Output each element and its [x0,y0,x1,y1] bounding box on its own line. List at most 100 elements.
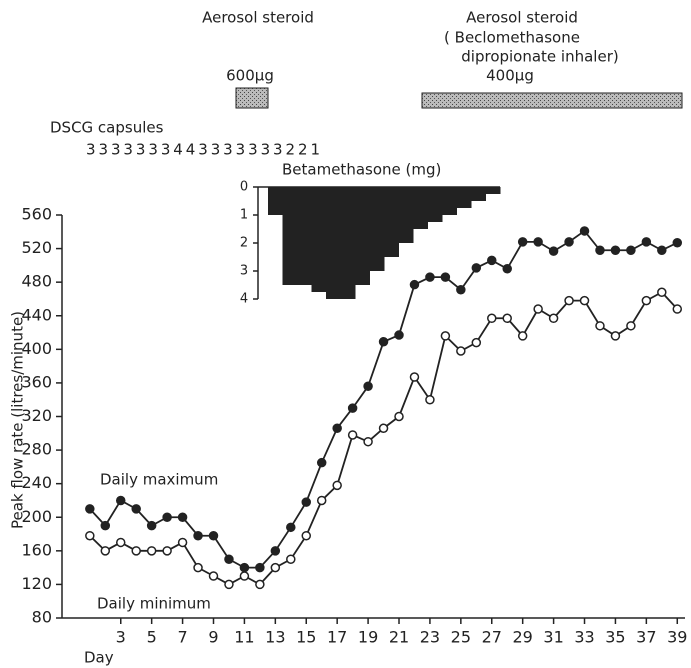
x-tick-label: 17 [327,628,347,647]
data-point [177,512,188,522]
data-point [177,537,188,548]
inset-tick-label: 1 [240,208,248,223]
data-point [286,522,296,533]
aerosol-bar [421,92,683,109]
data-point [548,246,559,256]
data-point [332,423,342,434]
x-tick-label: 39 [667,628,687,647]
x-tick-label: 5 [147,628,157,647]
x-tick-label: 13 [265,628,285,647]
data-point [626,245,636,256]
data-point [131,504,141,514]
data-point [471,263,482,273]
data-point [533,237,543,247]
annotation: Aerosol steroid [202,9,314,27]
data-point [270,546,281,556]
data-point [100,546,111,556]
x-tick-label: 27 [482,628,502,647]
y-tick-label: 360 [21,372,52,391]
data-point [162,546,172,556]
inset-bar [471,187,486,201]
y-axis-label: Peak flow rate (litres/minute) [9,311,27,529]
data-point [146,546,157,556]
y-tick-label: 240 [21,473,52,492]
data-point [193,562,203,573]
x-tick-label: 9 [208,628,218,647]
data-point [255,579,265,590]
x-tick-label: 35 [605,628,625,647]
data-point [440,331,451,341]
data-point [270,562,281,573]
data-point [517,237,528,247]
data-point [595,245,605,256]
data-point [347,403,358,413]
data-point [409,372,420,382]
data-point [239,562,250,573]
data-point [316,457,327,468]
data-point [208,530,219,541]
data-point [409,279,420,290]
x-tick-label: 25 [451,628,471,647]
annotation: DSCG capsules [50,119,164,137]
x-tick-label: 21 [389,628,409,647]
y-tick-label: 320 [21,406,52,425]
data-point [456,346,466,356]
y-tick-label: 480 [21,272,52,291]
data-point [502,263,512,274]
data-point [641,295,652,306]
data-point [657,287,667,297]
data-point [579,295,590,306]
y-tick-label: 520 [21,238,52,257]
y-tick-label: 120 [21,574,52,593]
data-point [115,537,126,548]
data-point [316,495,327,506]
y-tick-label: 160 [21,540,52,559]
y-tick-label: 400 [21,339,52,358]
data-point [378,423,389,434]
annotation: Aerosol steroid [466,9,578,27]
y-tick-label: 560 [21,205,52,224]
legend-label: Daily minimum [97,595,211,613]
x-tick-label: 15 [296,628,316,647]
aerosol-bar [235,87,269,109]
inset-bar [282,187,298,285]
data-point [440,272,451,282]
inset-bar [268,187,283,215]
x-axis-label: Day [84,649,114,667]
data-point [363,381,373,392]
data-point [301,530,312,541]
inset-bar [369,187,385,271]
data-point [255,562,265,573]
data-point [579,226,590,236]
data-point [162,512,172,522]
x-tick-label: 33 [574,628,594,647]
data-point [657,245,667,256]
data-point [224,554,234,564]
data-point [564,237,574,247]
data-point [487,313,497,324]
inset-tick-label: 2 [240,236,248,251]
y-tick-label: 280 [21,440,52,459]
inset-bar [413,187,428,229]
data-point [517,331,528,341]
data-point [533,304,543,314]
y-tick-label: 80 [32,608,52,627]
inset-bar [456,187,472,208]
annotation: dipropionate inhaler) [461,48,618,66]
x-tick-label: 37 [636,628,656,647]
inset-bar [297,187,312,285]
x-tick-label: 3 [116,628,126,647]
inset-bar [355,187,370,285]
data-point [641,237,652,247]
data-point [564,295,574,306]
data-point [115,495,126,506]
data-point [208,571,219,581]
inset-bar [427,187,443,222]
annotation: 400µg [486,67,534,85]
x-tick-label: 29 [513,628,533,647]
inset-bar [485,187,501,194]
data-point [425,394,435,405]
y-tick-label: 440 [21,305,52,324]
data-point [456,284,466,295]
